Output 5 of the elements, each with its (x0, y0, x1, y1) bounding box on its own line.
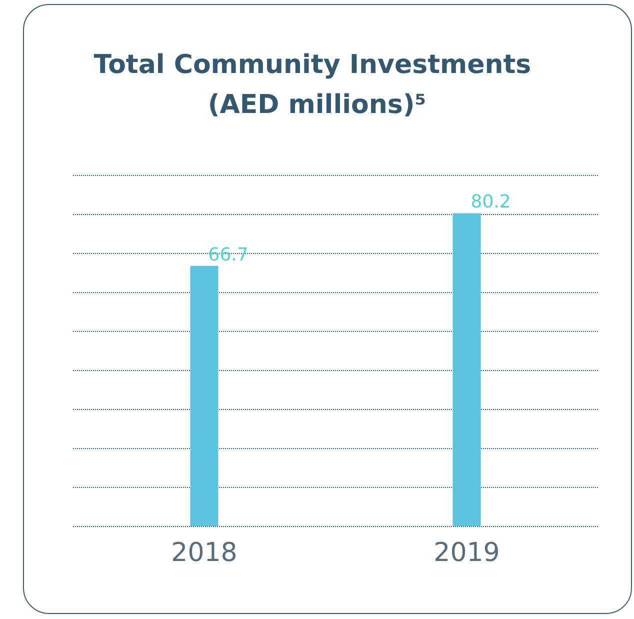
chart-title: Total Community Investments (AED millions)⁵ (94, 50, 540, 120)
x-tick-label: 2018 (171, 538, 238, 568)
data-label: 80.2 (470, 192, 511, 213)
data-label: 66.7 (208, 244, 248, 266)
x-tick-label: 2019 (434, 538, 500, 568)
